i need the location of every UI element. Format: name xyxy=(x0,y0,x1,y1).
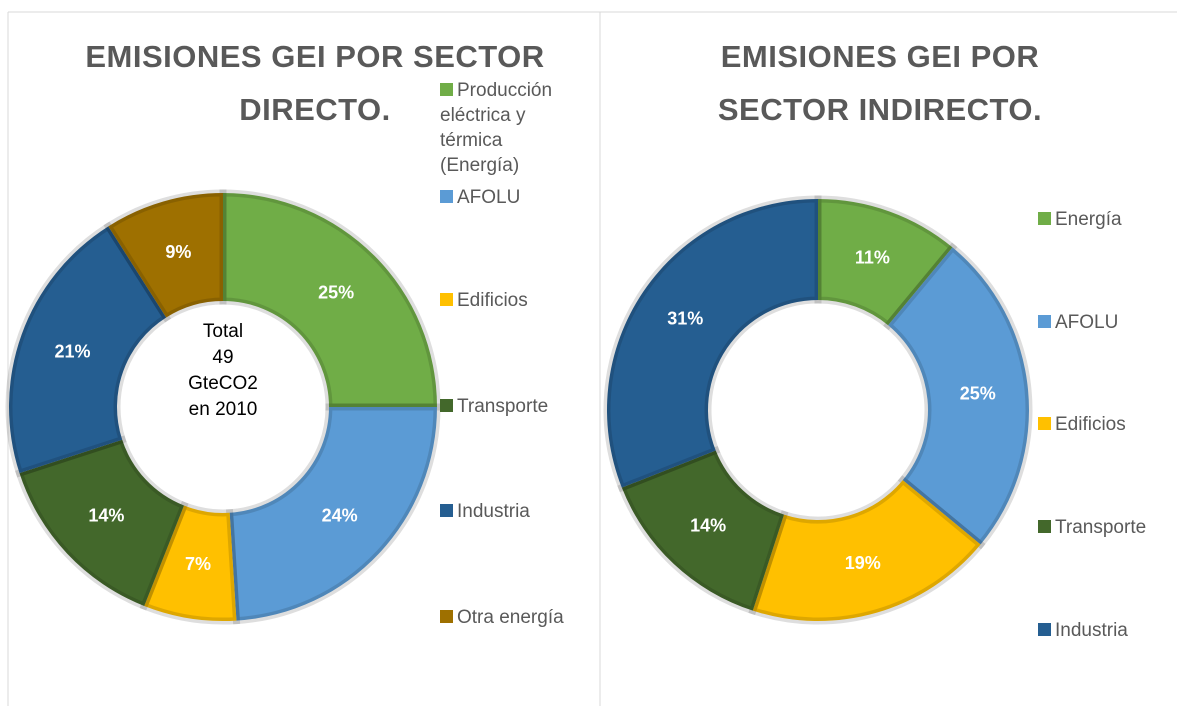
data-label: 25% xyxy=(960,384,996,404)
chart-title: EMISIONES GEI POR SECTOR INDIRECTO. xyxy=(717,39,1043,127)
legend-swatch xyxy=(1038,520,1051,533)
donut-slice xyxy=(748,475,986,625)
legend-item: Edificios xyxy=(1038,412,1173,437)
legend-item: AFOLU xyxy=(1038,310,1173,335)
donut-slice xyxy=(617,445,789,616)
data-label: 31% xyxy=(667,309,703,329)
legend-label: AFOLU xyxy=(457,187,521,208)
legend-swatch xyxy=(440,293,453,306)
legend-label: Edificios xyxy=(1055,414,1126,435)
donut-slice xyxy=(603,195,822,493)
data-label: 24% xyxy=(322,505,358,525)
legend-label: Energía xyxy=(1055,209,1122,230)
donut-slice xyxy=(5,221,172,478)
legend-item: AFOLU xyxy=(440,185,580,210)
legend-swatch xyxy=(1038,315,1051,328)
center-text: Total 49 GteCO2 en 2010 xyxy=(163,319,283,423)
donut-slice xyxy=(883,242,1033,550)
legend-label: Transporte xyxy=(1055,517,1147,538)
donut-slice xyxy=(15,435,189,611)
center-line: Total xyxy=(202,321,244,342)
donut-slice xyxy=(219,189,441,411)
legend-item: Producción eléctrica y térmica (Energía) xyxy=(440,78,580,178)
legend-swatch xyxy=(1038,623,1051,636)
legend-swatch xyxy=(1038,417,1051,430)
data-label: 21% xyxy=(54,342,90,362)
data-label: 25% xyxy=(318,283,354,303)
data-label: 9% xyxy=(165,242,191,262)
center-line: 49 xyxy=(212,347,234,368)
donut-slice xyxy=(103,189,227,323)
legend-label: Industria xyxy=(457,501,530,522)
legend-item: Industria xyxy=(1038,618,1173,643)
legend-label: Otra energía xyxy=(457,607,564,628)
legend-item: Edificios xyxy=(440,288,580,313)
legend-swatch xyxy=(440,610,453,623)
center-line: en 2010 xyxy=(188,399,258,420)
data-label: 14% xyxy=(690,516,726,536)
data-label: 11% xyxy=(855,248,890,268)
chart-title: EMISIONES GEI POR SECTOR DIRECTO. xyxy=(85,39,545,127)
donut-slice xyxy=(225,403,441,625)
data-label: 14% xyxy=(88,505,124,525)
legend-item: Otra energía xyxy=(440,605,580,630)
legend-item: Industria xyxy=(440,499,580,524)
legend-item: Energía xyxy=(1038,207,1173,232)
legend-item: Transporte xyxy=(1038,515,1173,540)
legend-swatch xyxy=(440,504,453,517)
legend-label: Transporte xyxy=(457,396,549,417)
legend-swatch xyxy=(1038,212,1051,225)
legend-label: Edificios xyxy=(457,290,528,311)
legend-label: AFOLU xyxy=(1055,312,1119,333)
data-label: 7% xyxy=(185,554,211,574)
legend-swatch xyxy=(440,190,453,203)
legend-swatch xyxy=(440,83,453,96)
center-line: GteCO2 xyxy=(188,373,258,394)
legend-label: Producción eléctrica y térmica (Energía) xyxy=(440,80,553,176)
legend-label: Industria xyxy=(1055,620,1128,641)
legend-item: Transporte xyxy=(440,394,580,419)
donut-slice xyxy=(814,195,958,331)
legend-swatch xyxy=(440,399,453,412)
data-label: 19% xyxy=(845,553,881,573)
